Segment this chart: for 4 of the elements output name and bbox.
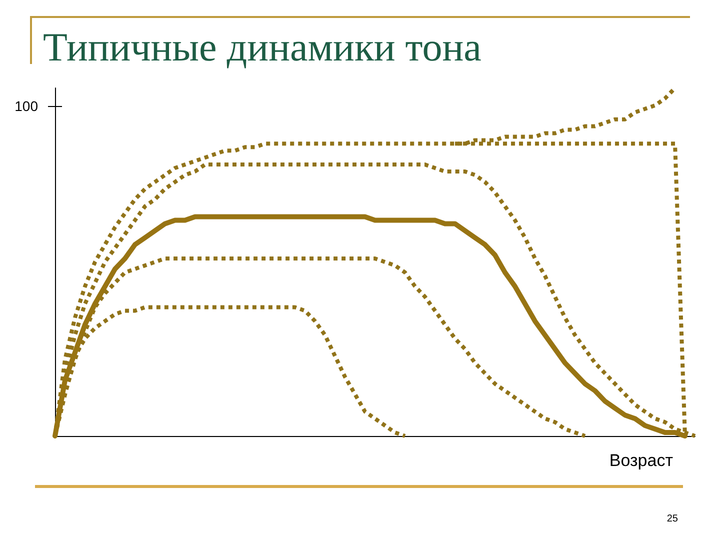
text: 25 [666, 514, 678, 524]
x-axis-title: Возраст [609, 451, 674, 470]
chart-title: Типичные динамики тона [43, 24, 482, 70]
text: 100 [14, 98, 38, 114]
